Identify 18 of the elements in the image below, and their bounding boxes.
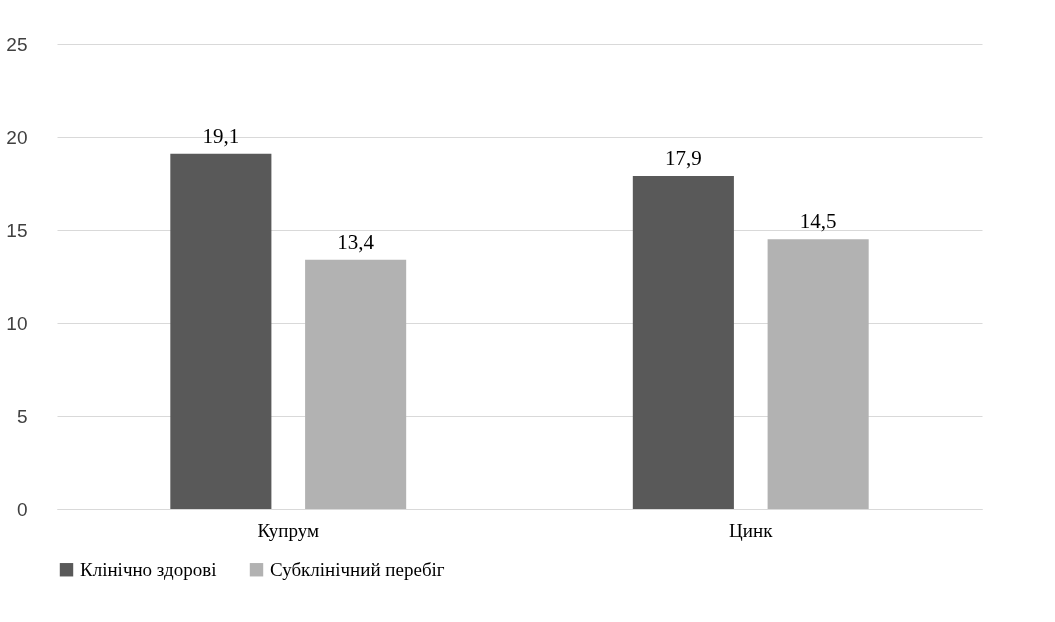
legend-label: Клінічно здорові bbox=[80, 558, 217, 580]
bar bbox=[632, 176, 734, 509]
bar bbox=[170, 153, 272, 509]
legend-label: Субклінічний перебіг bbox=[270, 558, 445, 580]
y-tick-label: 0 bbox=[16, 498, 28, 520]
y-tick-label: 25 bbox=[6, 33, 28, 55]
x-tick-label: Купрум bbox=[257, 519, 319, 541]
x-tick-label: Цинк bbox=[729, 519, 774, 541]
data-label: 14,5 bbox=[799, 209, 837, 234]
data-label: 13,4 bbox=[337, 229, 375, 254]
bar bbox=[305, 259, 407, 509]
y-tick-label: 20 bbox=[6, 126, 28, 148]
data-label: 17,9 bbox=[664, 146, 702, 171]
y-tick-label: 10 bbox=[6, 312, 28, 334]
data-label: 19,1 bbox=[202, 123, 240, 148]
y-tick-label: 15 bbox=[6, 219, 28, 241]
y-tick-label: 5 bbox=[16, 405, 28, 427]
bar bbox=[767, 239, 869, 509]
